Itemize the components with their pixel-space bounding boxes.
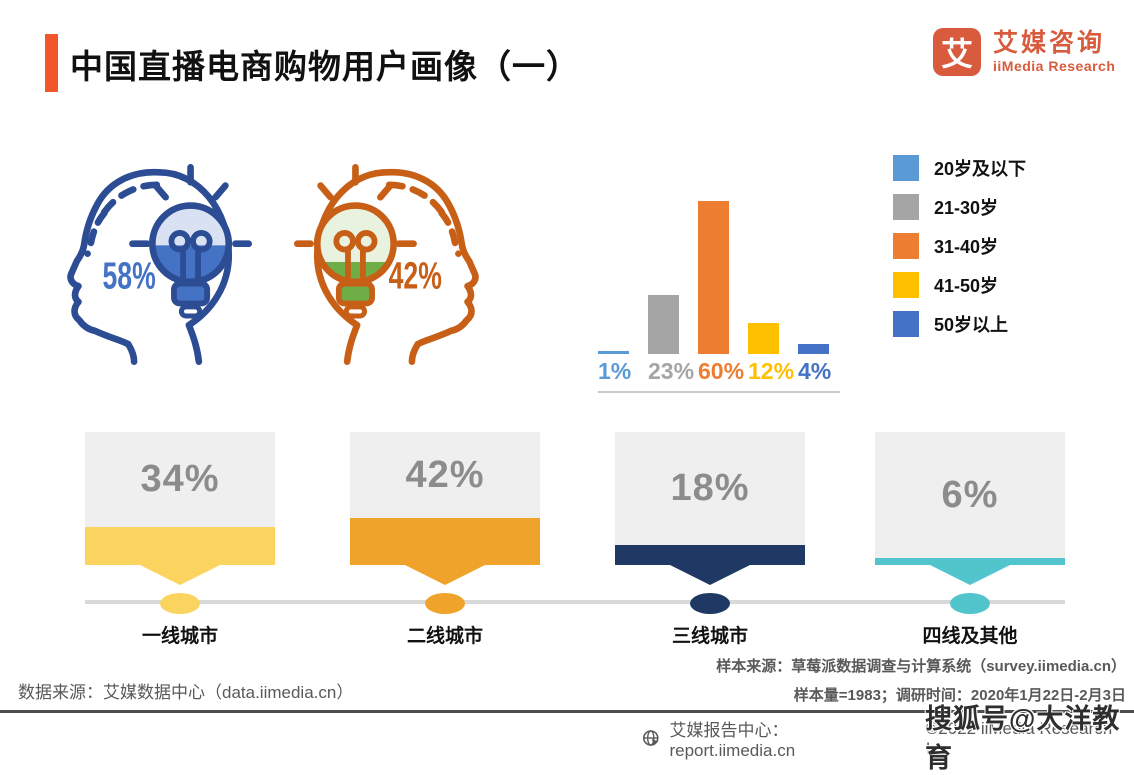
age-value-label: 12%	[748, 358, 795, 384]
age-chart-baseline	[598, 391, 840, 393]
report-center-text: 艾媒报告中心：report.iimedia.cn	[669, 721, 796, 760]
city-arrow-icon	[140, 565, 220, 585]
lightbulb-icon	[313, 202, 397, 319]
legend-item: 21-30岁	[893, 194, 1026, 220]
lightbulb-rays-icon	[129, 164, 252, 248]
city-card-tier2: 42%	[350, 432, 540, 585]
city-label-tier2: 二线城市	[406, 626, 483, 647]
city-strip	[85, 527, 275, 565]
iimedia-logo-icon: 艾	[933, 28, 981, 76]
city-card-tier1: 34%	[85, 432, 275, 585]
legend-item: 41-50岁	[893, 272, 1026, 298]
city-dot	[950, 593, 990, 614]
city-timeline	[85, 600, 1065, 604]
city-dot	[425, 593, 465, 614]
age-legend: 20岁及以下 21-30岁 31-40岁 41-50岁 50岁以上	[893, 155, 1026, 350]
head-figure-left: 58%	[67, 164, 252, 365]
logo-name-en: iiMedia Research	[993, 58, 1116, 74]
legend-label: 21-30岁	[934, 198, 999, 218]
head-figure-right: 42%	[294, 164, 479, 365]
age-value-label: 1%	[598, 358, 632, 384]
city-strip	[615, 545, 805, 565]
iimedia-logo: 艾 艾媒咨询 iiMedia Research	[933, 28, 1115, 76]
city-label-tier1: 一线城市	[141, 626, 218, 647]
legend-label: 20岁及以下	[934, 159, 1027, 179]
sample-info-note: 样本量=1983；调研时间：2020年1月22日-2月3日	[793, 687, 1126, 704]
age-value-label: 23%	[648, 358, 695, 384]
city-label-tier3: 三线城市	[671, 626, 748, 647]
footer-divider	[0, 710, 1134, 713]
legend-item: 50岁以上	[893, 311, 1026, 337]
city-arrow-icon	[405, 565, 485, 585]
legend-label: 41-50岁	[934, 276, 999, 296]
title-accent-bar	[45, 34, 58, 92]
age-bars	[598, 200, 840, 354]
legend-swatch	[893, 194, 919, 220]
male-share-value: 58%	[103, 255, 156, 298]
brow-dot	[84, 250, 91, 258]
city-arrow-icon	[930, 565, 1010, 585]
watermark: 搜狐号@大洋教育	[925, 704, 1121, 773]
city-card-tier4: 6%	[875, 432, 1065, 585]
city-value: 6%	[941, 473, 999, 516]
city-value: 18%	[670, 467, 750, 509]
age-bar-31-40	[698, 201, 729, 354]
legend-label: 50岁以上	[934, 315, 1009, 335]
legend-swatch	[893, 155, 919, 181]
city-value: 34%	[140, 458, 220, 500]
page-title: 中国直播电商购物用户画像（一）	[70, 48, 580, 85]
logo-name-cn: 艾媒咨询	[993, 29, 1106, 57]
female-share-value: 42%	[389, 255, 442, 298]
age-value-label: 60%	[698, 358, 745, 384]
city-dot	[160, 593, 200, 614]
sample-source-note: 样本来源：草莓派数据调查与计算系统（survey.iimedia.cn）	[716, 658, 1126, 675]
city-label-tier4: 四线及其他	[922, 626, 1018, 647]
legend-item: 20岁及以下	[893, 155, 1026, 181]
age-bar-41-50	[748, 323, 779, 354]
report-center-icon	[642, 729, 659, 746]
city-strip	[875, 558, 1065, 565]
legend-item: 31-40岁	[893, 233, 1026, 259]
age-bar-21-30	[648, 295, 679, 354]
legend-swatch	[893, 272, 919, 298]
age-value-label: 4%	[798, 358, 832, 384]
lightbulb-icon	[149, 202, 233, 319]
age-bar-under20	[598, 351, 629, 354]
city-arrow-icon	[670, 565, 750, 585]
data-source-note: 数据来源：艾媒数据中心（data.iimedia.cn）	[18, 683, 354, 702]
city-strip	[350, 518, 540, 565]
city-dot	[690, 593, 730, 614]
legend-swatch	[893, 233, 919, 259]
age-distribution-chart: 1% 23% 60% 12% 4%	[598, 200, 840, 393]
legend-label: 31-40岁	[934, 237, 999, 257]
city-card-tier3: 18%	[615, 432, 805, 585]
city-value: 42%	[405, 453, 485, 496]
age-bar-over50	[798, 344, 829, 354]
legend-swatch	[893, 311, 919, 337]
